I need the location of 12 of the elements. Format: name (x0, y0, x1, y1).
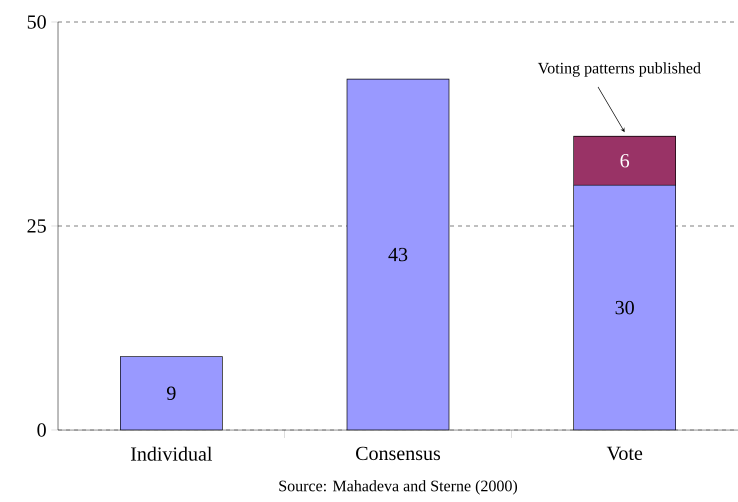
x-tick-label: Consensus (356, 446, 440, 460)
y-tick-label: 25 (28, 219, 46, 233)
y-tick-label: 50 (28, 15, 46, 29)
x-tick-label: Vote (606, 446, 642, 460)
source-note: Source: Mahadeva and Sterne (2000) (279, 480, 518, 495)
x-tick-label: Individual (130, 446, 212, 461)
data-label: 30 (616, 300, 634, 314)
y-tick-label: 0 (37, 423, 46, 437)
data-label: 6 (620, 154, 630, 168)
annotation: Voting patterns published (538, 62, 701, 77)
data-label: 9 (166, 386, 176, 400)
data-label: 43 (388, 248, 408, 262)
